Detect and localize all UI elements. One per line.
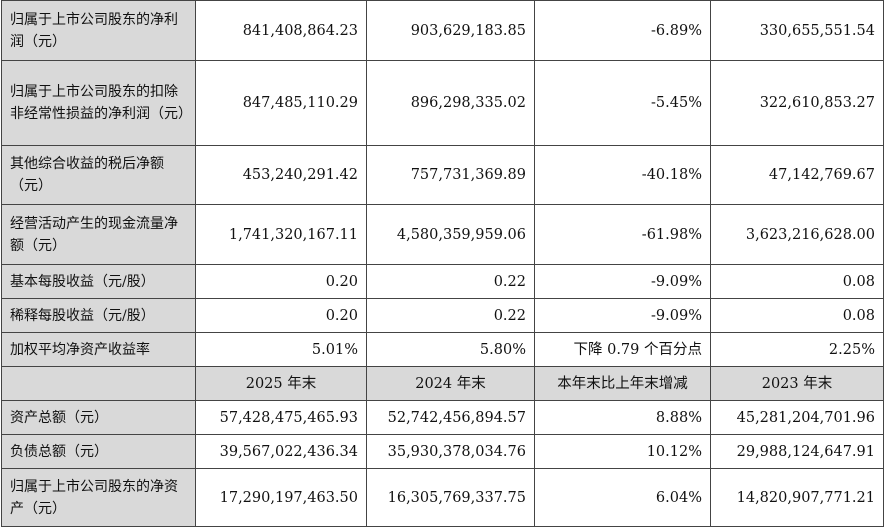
cell-value: 39,567,022,436.34 xyxy=(195,434,367,469)
cell-value: 757,731,369.89 xyxy=(366,145,535,205)
cell-value: 57,428,475,465.93 xyxy=(195,400,367,435)
cell-change: 8.88% xyxy=(534,400,711,435)
table-row: 资产总额（元） 57,428,475,465.93 52,742,456,894… xyxy=(1,400,884,435)
table-row: 稀释每股收益（元/股） 0.20 0.22 -9.09% 0.08 xyxy=(1,298,884,333)
cell-value: 330,655,551.54 xyxy=(710,0,884,61)
cell-value: 0.20 xyxy=(195,298,367,333)
cell-value: 45,281,204,701.96 xyxy=(710,400,884,435)
cell-value: 52,742,456,894.57 xyxy=(366,400,535,435)
row-label-basic-eps: 基本每股收益（元/股） xyxy=(1,264,196,299)
cell-change: 6.04% xyxy=(534,468,711,527)
table-row: 归属于上市公司股东的扣除非经常性损益的净利润（元） 847,485,110.29… xyxy=(1,60,884,146)
cell-change: 下降 0.79 个百分点 xyxy=(534,332,711,367)
row-label-net-profit: 归属于上市公司股东的净利润（元） xyxy=(1,0,196,61)
table-row: 加权平均净资产收益率 5.01% 5.80% 下降 0.79 个百分点 2.25… xyxy=(1,332,884,367)
table-row: 负债总额（元） 39,567,022,436.34 35,930,378,034… xyxy=(1,434,884,469)
cell-value: 5.80% xyxy=(366,332,535,367)
column-header: 2025 年末 xyxy=(195,366,367,401)
cell-change: -9.09% xyxy=(534,298,711,333)
row-label-total-assets: 资产总额（元） xyxy=(1,400,196,435)
cell-value: 453,240,291.42 xyxy=(195,145,367,205)
cell-value: 35,930,378,034.76 xyxy=(366,434,535,469)
column-header: 2023 年末 xyxy=(710,366,884,401)
cell-value: 17,290,197,463.50 xyxy=(195,468,367,527)
cell-value: 841,408,864.23 xyxy=(195,0,367,61)
row-label-other-comprehensive-income: 其他综合收益的税后净额（元） xyxy=(1,145,196,205)
cell-value: 0.22 xyxy=(366,264,535,299)
cell-value: 0.22 xyxy=(366,298,535,333)
column-header-row: 2025 年末 2024 年末 本年末比上年末增减 2023 年末 xyxy=(1,366,884,401)
cell-value: 47,142,769.67 xyxy=(710,145,884,205)
cell-value: 0.20 xyxy=(195,264,367,299)
cell-value: 322,610,853.27 xyxy=(710,60,884,146)
row-label-total-liabilities: 负债总额（元） xyxy=(1,434,196,469)
cell-change: -61.98% xyxy=(534,204,711,265)
column-header: 2024 年末 xyxy=(366,366,535,401)
row-label-diluted-eps: 稀释每股收益（元/股） xyxy=(1,298,196,333)
table-row: 归属于上市公司股东的净资产（元） 17,290,197,463.50 16,30… xyxy=(1,468,884,527)
row-label-net-profit-excl-nonrecurring: 归属于上市公司股东的扣除非经常性损益的净利润（元） xyxy=(1,60,196,146)
cell-value: 3,623,216,628.00 xyxy=(710,204,884,265)
cell-value: 4,580,359,959.06 xyxy=(366,204,535,265)
table-row: 基本每股收益（元/股） 0.20 0.22 -9.09% 0.08 xyxy=(1,264,884,299)
cell-change: -40.18% xyxy=(534,145,711,205)
table-row: 归属于上市公司股东的净利润（元） 841,408,864.23 903,629,… xyxy=(1,0,884,61)
row-label-net-assets: 归属于上市公司股东的净资产（元） xyxy=(1,468,196,527)
row-label-weighted-roe: 加权平均净资产收益率 xyxy=(1,332,196,367)
cell-value: 29,988,124,647.91 xyxy=(710,434,884,469)
row-label-operating-cash-flow: 经营活动产生的现金流量净额（元） xyxy=(1,204,196,265)
cell-value: 14,820,907,771.21 xyxy=(710,468,884,527)
cell-value: 903,629,183.85 xyxy=(366,0,535,61)
header-corner-cell xyxy=(1,366,196,401)
cell-value: 5.01% xyxy=(195,332,367,367)
cell-value: 1,741,320,167.11 xyxy=(195,204,367,265)
table-row: 其他综合收益的税后净额（元） 453,240,291.42 757,731,36… xyxy=(1,145,884,205)
cell-change: -5.45% xyxy=(534,60,711,146)
cell-value: 847,485,110.29 xyxy=(195,60,367,146)
cell-change: -6.89% xyxy=(534,0,711,61)
cell-value: 16,305,769,337.75 xyxy=(366,468,535,527)
cell-value: 0.08 xyxy=(710,264,884,299)
cell-value: 0.08 xyxy=(710,298,884,333)
column-header: 本年末比上年末增减 xyxy=(534,366,711,401)
table-row: 经营活动产生的现金流量净额（元） 1,741,320,167.11 4,580,… xyxy=(1,204,884,265)
cell-change: -9.09% xyxy=(534,264,711,299)
cell-change: 10.12% xyxy=(534,434,711,469)
cell-value: 2.25% xyxy=(710,332,884,367)
cell-value: 896,298,335.02 xyxy=(366,60,535,146)
